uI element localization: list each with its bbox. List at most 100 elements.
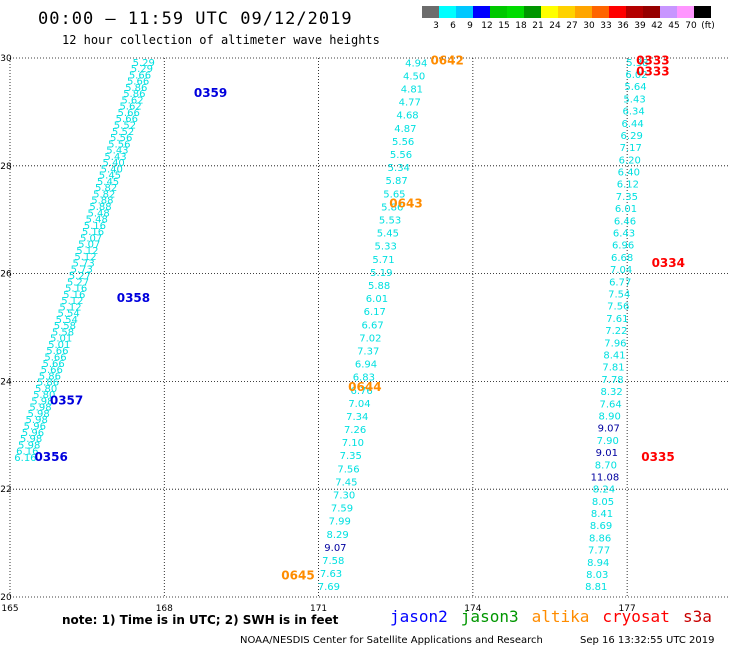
wave-height-label: 5.38 [626,58,648,69]
wave-height-label: 5.27 [67,277,89,288]
wave-height-label: 4.81 [401,85,423,96]
wave-height-label: 5.98 [18,440,40,451]
legend-item-jason3: jason3 [460,607,519,626]
pass-time-label: 0333 [636,54,669,68]
wave-height-label: 5.52 [112,127,134,138]
wave-height-label: 5.16 [84,221,106,232]
wave-height-label: 5.73 [71,265,93,276]
wave-height-label: 6.12 [617,180,639,191]
wave-height-label: 5.16 [65,284,87,295]
wave-height-label: 7.56 [337,464,359,475]
wave-height-label: 5.56 [390,150,412,161]
pass-time-label: 0333 [636,64,669,78]
wave-height-label: 5.66 [127,77,149,88]
lon-tick-label: 174 [464,604,481,614]
wave-height-label: 8.24 [593,485,615,496]
wave-height-label: 6.43 [613,229,635,240]
color-scale-label: 30 [583,21,595,31]
wave-height-label: 5.45 [99,171,121,182]
wave-height-label: 6.68 [611,253,633,264]
wave-height-label: 6.40 [618,168,640,179]
wave-height-label: 5.33 [375,242,397,253]
wave-height-label: 8.41 [603,350,625,361]
pass-time-label: 0356 [34,450,67,464]
wave-height-label: 8.94 [587,558,609,569]
color-swatch [660,6,677,18]
wave-height-label: 7.61 [606,314,628,325]
color-swatch [694,6,711,18]
wave-height-label: 7.58 [322,556,344,567]
wave-height-label: 5.80 [35,384,57,395]
wave-height-label: 4.87 [394,124,416,135]
wave-height-label: 5.48 [86,215,108,226]
color-scale-label: 27 [566,21,578,31]
color-scale-label: 33 [600,21,612,31]
wave-height-label: 5.29 [131,64,153,75]
pass-time-label: 0335 [641,450,674,464]
wave-height-label: 5.40 [101,164,123,175]
wave-height-label: 5.64 [624,82,646,93]
wave-height-label: 5.45 [97,177,119,188]
generated-timestamp: Sep 16 13:32:55 UTC 2019 [580,635,715,646]
wave-height-label: 5.66 [46,346,68,357]
wave-height-label: 6.77 [609,277,631,288]
pass-time-label: 0357 [50,393,83,407]
wave-height-label: 6.16 [16,447,38,458]
wave-height-label: 7.34 [346,412,368,423]
wave-height-label: 5.82 [95,183,117,194]
wave-height-label: 7.04 [610,265,632,276]
wave-height-label: 7.54 [608,290,630,301]
color-swatch [422,6,439,18]
color-swatch [609,6,626,18]
color-scale-label: 70 [685,21,697,31]
wave-height-label: 5.07 [80,233,102,244]
pass-time-label: 0358 [117,291,150,305]
color-scale-label: 15 [498,21,510,31]
wave-height-label: 5.98 [20,434,42,445]
wave-height-label: 5.96 [22,428,44,439]
wave-height-label: 6.67 [361,320,383,331]
wave-height-label: 7.81 [602,363,624,374]
wave-height-label: 8.90 [599,411,621,422]
wave-height-label: 7.56 [607,302,629,313]
wave-height-label: 5.62 [119,102,141,113]
color-swatch [592,6,609,18]
wave-height-label: 5.86 [39,371,61,382]
wave-height-label: 6.96 [612,241,634,252]
footer-note: note: 1) Time is in UTC; 2) SWH is in fe… [62,613,339,627]
wave-height-label: 5.65 [383,189,405,200]
wave-height-label: 7.35 [340,451,362,462]
page-subtitle: 12 hour collection of altimeter wave hei… [62,33,380,47]
wave-height-label: 7.35 [616,192,638,203]
wave-height-label: 5.80 [33,390,55,401]
wave-height-label: 6.17 [364,307,386,318]
color-scale-label: 21 [532,21,544,31]
wave-height-label: 9.07 [598,424,620,435]
credit-text: NOAA/NESDIS Center for Satellite Applica… [240,635,543,646]
color-scale-label: 9 [467,21,473,31]
wave-height-label: 8.69 [590,521,612,532]
wave-height-label: 7.78 [601,375,623,386]
lat-tick-label: 24 [0,377,12,387]
wave-height-label: 7.45 [335,477,357,488]
legend-item-jason2: jason2 [390,607,448,626]
wave-height-label: 5.88 [91,196,113,207]
wave-height-label: 7.04 [348,399,370,410]
wave-height-label: 5.16 [63,290,85,301]
wave-height-label: 5.98 [26,415,48,426]
wave-height-label: 8.32 [600,387,622,398]
wave-height-label: 5.12 [61,296,83,307]
wave-height-label: 5.98 [29,403,51,414]
wave-height-label: 5.54 [56,315,78,326]
color-scale-label: 12 [481,21,493,31]
wave-height-label: 5.87 [385,176,407,187]
wave-height-label: 5.98 [31,396,53,407]
color-scale-label: (ft) [701,21,715,31]
pass-time-label: 0645 [281,568,314,582]
wave-height-label: 5.98 [27,409,49,420]
wave-height-label: 4.50 [403,71,425,82]
legend-item-s3a: s3a [683,607,712,626]
color-scale-label: 39 [634,21,646,31]
wave-height-label: 5.88 [368,281,390,292]
pass-time-label: 0359 [194,86,227,100]
